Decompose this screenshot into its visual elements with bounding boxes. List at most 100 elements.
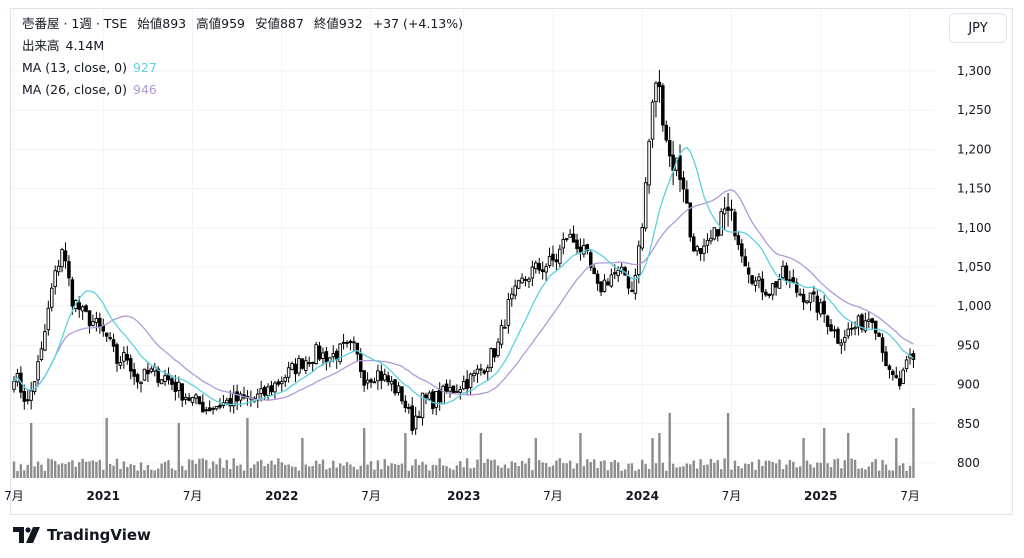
volume-bar bbox=[205, 459, 208, 478]
volume-bar bbox=[874, 458, 877, 478]
price-axis: 800 850 900 950 1,000 1,050 1,100 1,150 1,200 1,2… bbox=[957, 64, 991, 470]
volume-bar bbox=[421, 461, 424, 478]
volume-bar bbox=[12, 461, 16, 478]
volume-bar bbox=[489, 460, 493, 478]
volume-bar bbox=[194, 463, 198, 478]
candle-body bbox=[829, 324, 833, 332]
volume-bar bbox=[795, 467, 798, 478]
volume-bar bbox=[812, 467, 816, 478]
candle-body bbox=[465, 379, 469, 389]
volume-bar bbox=[527, 458, 531, 478]
volume-bar bbox=[102, 469, 105, 478]
currency-button[interactable]: JPY bbox=[949, 13, 1007, 43]
volume-bar bbox=[465, 458, 469, 478]
candle-body bbox=[444, 383, 449, 392]
volume-bar bbox=[98, 459, 102, 478]
candle-body bbox=[383, 374, 387, 381]
volume-bar bbox=[620, 470, 623, 478]
volume-bar bbox=[822, 428, 826, 478]
candle-body bbox=[805, 300, 809, 304]
volume-bar bbox=[40, 464, 43, 478]
price-chart[interactable]: 800 850 900 950 1,000 1,050 1,100 1,150 1,200 1,2… bbox=[0, 0, 1024, 520]
volume-bar bbox=[726, 413, 730, 478]
volume-bar bbox=[19, 464, 23, 478]
volume-bar bbox=[208, 468, 211, 478]
candle-body bbox=[801, 293, 806, 303]
volume-bar bbox=[53, 460, 57, 478]
candle-body bbox=[280, 381, 284, 385]
volume-bar bbox=[551, 465, 555, 478]
candle-body bbox=[317, 345, 322, 360]
volume-bar bbox=[242, 470, 246, 478]
volume-bar bbox=[884, 464, 888, 478]
volume-bar bbox=[860, 468, 864, 478]
tradingview-logo[interactable]: TradingView bbox=[13, 526, 151, 544]
volume-bar bbox=[36, 461, 40, 478]
volume-bar bbox=[167, 460, 170, 478]
candle-body bbox=[43, 331, 47, 351]
volume-bar bbox=[682, 466, 685, 478]
candle-body bbox=[705, 239, 710, 246]
candle-body bbox=[77, 302, 81, 310]
candle-body bbox=[588, 252, 593, 268]
volume-bar bbox=[290, 466, 294, 478]
volume-bar bbox=[60, 463, 64, 478]
volume-bars bbox=[12, 408, 915, 478]
candle-body bbox=[561, 238, 566, 249]
volume-bar bbox=[895, 438, 898, 478]
volume-bar bbox=[901, 463, 905, 478]
candle-body bbox=[808, 292, 813, 303]
volume-bar bbox=[187, 459, 191, 478]
volume-bar bbox=[411, 465, 414, 478]
volume-bar bbox=[764, 460, 768, 478]
candle-body bbox=[891, 370, 895, 376]
volume-bar bbox=[163, 461, 167, 478]
volume-bar bbox=[373, 469, 376, 478]
candle-body bbox=[897, 378, 902, 387]
volume-bar bbox=[730, 469, 733, 478]
brand-label: TradingView bbox=[47, 526, 151, 544]
volume-bar bbox=[431, 464, 435, 478]
candle-body bbox=[348, 340, 353, 344]
volume-bar bbox=[229, 469, 232, 478]
y-tick-label: 850 bbox=[957, 417, 980, 431]
volume-bar bbox=[599, 461, 603, 478]
candle-body bbox=[599, 281, 603, 293]
volume-bar bbox=[510, 461, 513, 478]
candle-body bbox=[53, 270, 57, 287]
x-tick-label: 2024 bbox=[626, 489, 659, 503]
volume-bar bbox=[136, 470, 139, 478]
candle-body bbox=[770, 283, 775, 296]
volume-bar bbox=[850, 458, 853, 478]
volume-bar bbox=[778, 459, 781, 478]
volume-bar bbox=[544, 463, 548, 478]
candle-body bbox=[379, 371, 384, 381]
candle-body bbox=[63, 250, 68, 262]
volume-bar bbox=[448, 468, 452, 478]
time-axis: 7月 2021 7月 2022 7月 2023 7月 2024 7月 2025 7月 bbox=[4, 489, 920, 503]
candle-body bbox=[499, 325, 504, 345]
candle-body bbox=[740, 243, 744, 257]
volume-bar bbox=[520, 460, 524, 478]
candle-body bbox=[211, 408, 215, 410]
volume-bar bbox=[483, 462, 486, 478]
x-tick-label: 7月 bbox=[722, 489, 742, 503]
candle-body bbox=[159, 379, 164, 385]
volume-bar bbox=[819, 462, 822, 478]
volume-bar bbox=[699, 459, 702, 478]
volume-bar bbox=[771, 461, 774, 478]
candle-body bbox=[530, 266, 535, 279]
volume-bar bbox=[671, 463, 675, 478]
candle-body bbox=[595, 273, 600, 284]
volume-bar bbox=[654, 463, 658, 478]
volume-bar bbox=[826, 463, 829, 478]
volume-bar bbox=[788, 459, 792, 478]
volume-bar bbox=[191, 460, 194, 478]
volume-bar bbox=[634, 470, 637, 478]
high-value: 959 bbox=[221, 16, 245, 31]
volume-bar bbox=[29, 423, 33, 478]
ma13-value: 927 bbox=[133, 60, 157, 75]
volume-bar bbox=[617, 462, 620, 478]
volume-bar bbox=[318, 464, 321, 478]
volume-bar bbox=[575, 463, 579, 478]
